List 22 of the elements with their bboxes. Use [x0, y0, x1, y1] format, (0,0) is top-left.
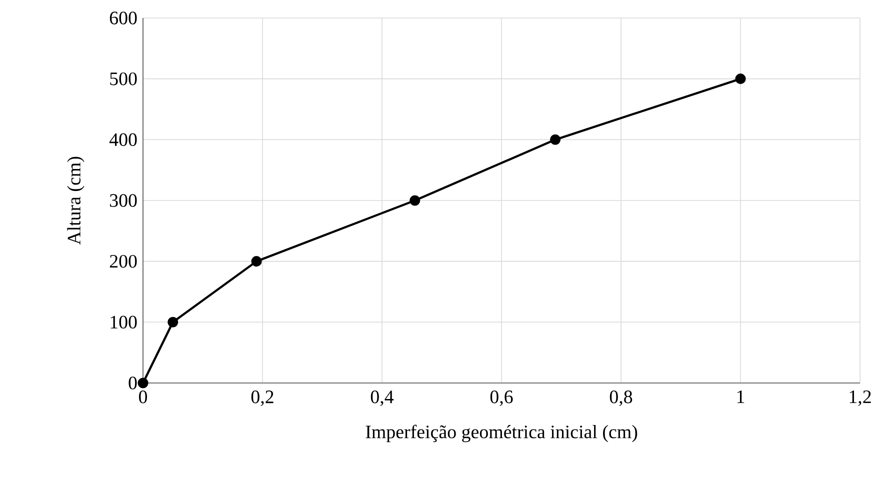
point: [168, 316, 178, 328]
x-tick-label: 0,2: [251, 390, 274, 406]
x-tick-label: 0,4: [370, 390, 394, 406]
x-tick-label: 0,6: [490, 390, 513, 406]
y-axis-title: Altura (cm): [67, 156, 84, 245]
point: [550, 134, 561, 145]
x-axis-title: Imperfeição geométrica inicial (cm): [366, 424, 638, 442]
point: [735, 74, 746, 84]
y-tick-label: 300: [110, 194, 137, 207]
y-tick-label: 100: [110, 316, 137, 329]
y-tick-label: 200: [110, 254, 137, 268]
y-tick-label: 0: [128, 376, 137, 390]
point: [410, 195, 420, 206]
x-tick-label: 0,8: [610, 390, 632, 406]
y-tick-label: 400: [109, 133, 137, 146]
point: [138, 378, 148, 388]
x-tick-label: 1: [737, 390, 744, 403]
x-tick-label: 0: [138, 390, 148, 404]
y-tick-label: 600: [110, 12, 137, 24]
x-tick-label: 1,2: [850, 390, 871, 406]
point: [251, 256, 262, 267]
y-tick-label: 500: [110, 72, 137, 86]
